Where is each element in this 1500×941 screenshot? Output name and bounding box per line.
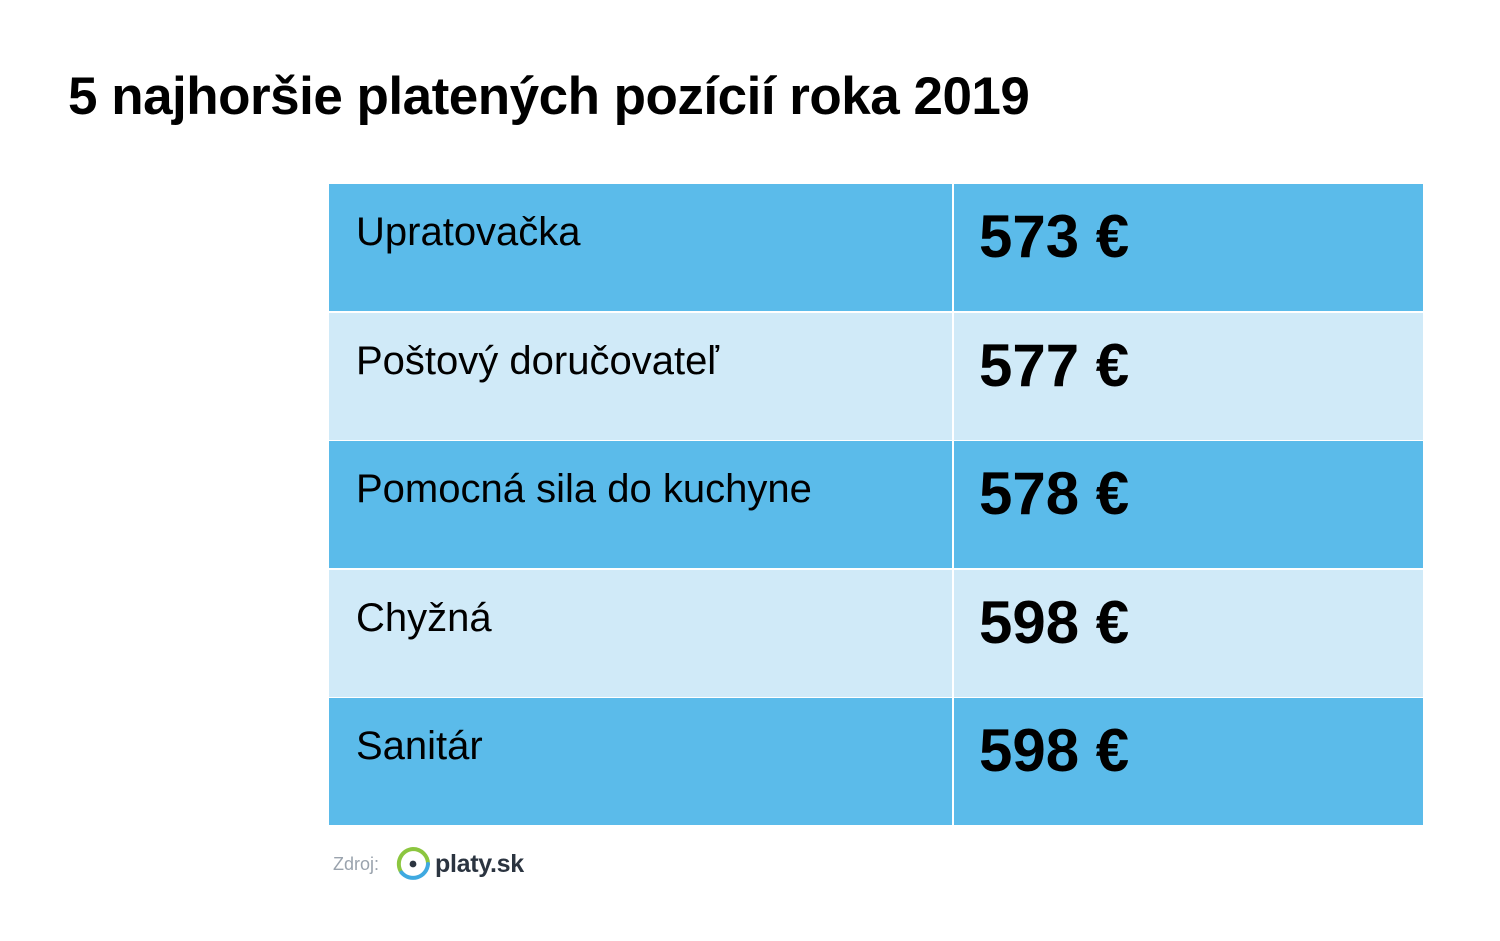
table-row: Poštový doručovateľ 577 €: [329, 312, 1423, 440]
salary-value-cell: 598 €: [954, 569, 1423, 697]
position-name-cell: Chyžná: [329, 569, 952, 697]
source-label: Zdroj:: [333, 853, 380, 874]
position-name-cell: Poštový doručovateľ: [329, 312, 952, 440]
platy-sk-logo-icon: [396, 846, 431, 880]
position-name-cell: Pomocná sila do kuchyne: [329, 441, 952, 568]
salary-value-cell: 577 €: [954, 312, 1423, 440]
salary-value-cell: 598 €: [954, 698, 1423, 825]
table-row: Chyžná 598 €: [329, 569, 1423, 697]
page-title: 5 najhoršie platených pozícií roka 2019: [68, 67, 1030, 126]
salary-value-cell: 578 €: [954, 441, 1423, 568]
source-footer: Zdroj: platy.sk: [333, 840, 524, 888]
source-logo-text: platy.sk: [435, 849, 524, 878]
position-name-cell: Sanitár: [329, 698, 952, 825]
table-row: Sanitár 598 €: [329, 698, 1423, 825]
position-name-cell: Upratovačka: [329, 184, 952, 311]
salary-value-cell: 573 €: [954, 184, 1423, 311]
table-row: Upratovačka 573 €: [329, 184, 1423, 311]
salary-table: Upratovačka 573 € Poštový doručovateľ 577 €…: [329, 184, 1423, 825]
table-row: Pomocná sila do kuchyne 578 €: [329, 441, 1423, 568]
